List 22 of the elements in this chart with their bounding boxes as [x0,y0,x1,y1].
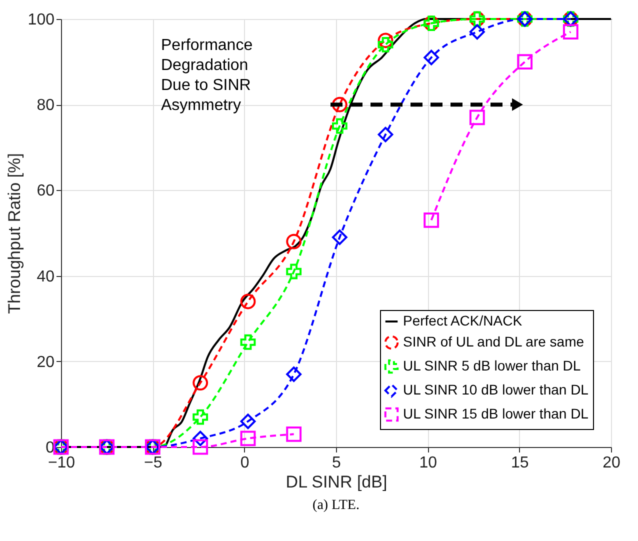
x-tick-label: 5 [332,454,342,472]
annotation: Performance Degradation Due to SINR Asymmetry [161,37,253,114]
legend-label: Perfect ACK/NACK [403,312,523,328]
y-axis-title: Throughput Ratio [%] [4,153,24,314]
y-tick-label: 80 [36,97,55,114]
text: (a) LTE. [312,498,360,513]
y-tick-label: 20 [36,354,55,371]
legend-label: SINR of UL and DL are same [403,334,584,350]
y-tick-label: 100 [28,12,55,28]
legend-label: UL SINR 5 dB lower than DL [403,358,581,374]
x-tick-label: 20 [602,454,620,472]
x-tick-label: −10 [48,454,76,472]
legend-label: UL SINR 15 dB lower than DL [403,406,589,422]
x-tick-label: −5 [144,454,162,472]
y-tick-label: 40 [36,268,55,286]
y-tick-label: 0 [46,440,55,456]
legend-label: UL SINR 10 dB lower than DL [403,382,589,398]
x-tick-label: 15 [510,454,529,472]
x-tick-label: 10 [419,454,438,472]
x-tick-label: 0 [240,454,250,472]
y-tick-label: 60 [36,182,55,200]
x-axis-title: DL SINR [dB] [286,472,388,492]
